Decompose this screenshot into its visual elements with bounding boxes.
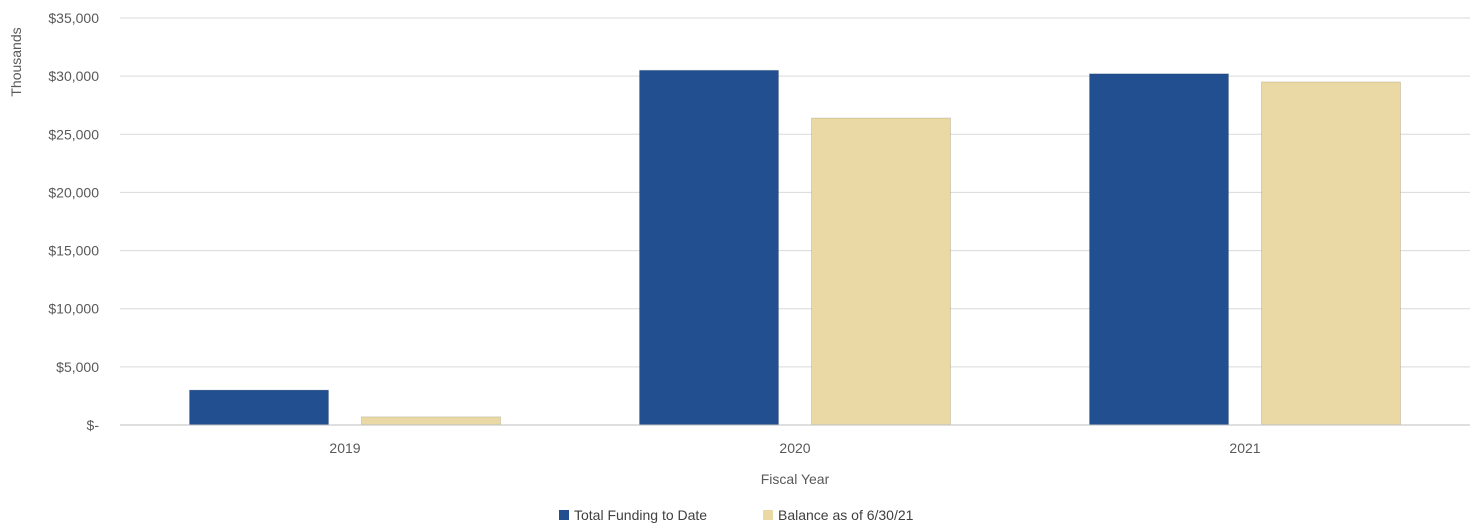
legend-swatch — [559, 510, 569, 520]
y-tick-label: $25,000 — [48, 126, 99, 142]
y-axis-title: Thousands — [8, 27, 24, 96]
legend-label: Balance as of 6/30/21 — [778, 507, 914, 523]
y-axis-ticks: $- $5,000 $10,000 $15,000 $20,000 $25,000 $30,… — [48, 10, 99, 433]
legend-label: Total Funding to Date — [574, 507, 707, 523]
y-tick-label: $5,000 — [56, 359, 99, 375]
x-axis-ticks: 2019 2020 2021 — [329, 440, 1260, 456]
y-tick-label: $30,000 — [48, 68, 99, 84]
y-tick-label: $- — [87, 417, 100, 433]
gridlines — [120, 17, 1470, 368]
x-tick-label: 2019 — [329, 440, 360, 456]
bar-2021-total-funding — [1089, 73, 1229, 426]
bar-2020-balance — [811, 117, 951, 426]
x-axis-title: Fiscal Year — [761, 471, 830, 487]
bar-2021-balance — [1261, 81, 1401, 426]
y-tick-label: $35,000 — [48, 10, 99, 26]
y-tick-label: $20,000 — [48, 184, 99, 200]
y-tick-label: $15,000 — [48, 243, 99, 259]
legend-swatch — [763, 510, 773, 520]
x-tick-label: 2020 — [779, 440, 810, 456]
y-tick-label: $10,000 — [48, 301, 99, 317]
bar-2019-total-funding — [189, 389, 329, 426]
legend: Total Funding to Date Balance as of 6/30/… — [559, 507, 914, 523]
bar-2020-total-funding — [639, 69, 779, 426]
bars — [189, 69, 1401, 426]
x-tick-label: 2021 — [1229, 440, 1260, 456]
bar-2019-balance — [361, 416, 501, 426]
